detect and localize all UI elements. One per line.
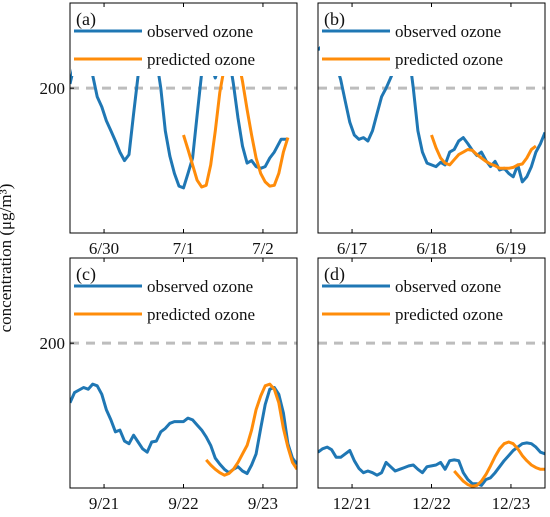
x-tick-label: 6/17 — [337, 239, 368, 258]
legend-box — [72, 269, 295, 331]
y-axis-label-text: concentration (μg/m³) — [0, 183, 15, 333]
x-tick-label: 7/1 — [173, 239, 195, 258]
legend-box — [320, 269, 543, 331]
x-tick-label: 12/21 — [333, 494, 372, 513]
x-tick-label: 12/23 — [492, 494, 531, 513]
predicted-ozone-line — [205, 382, 297, 477]
x-tick-label: 6/19 — [496, 239, 526, 258]
x-tick-label: 6/30 — [89, 239, 119, 258]
legend-label: predicted ozone — [147, 50, 255, 69]
legend: observed ozone predicted ozone — [72, 14, 295, 76]
legend-box — [72, 14, 295, 76]
observed-ozone-line — [70, 41, 288, 190]
legend-label: observed ozone — [395, 277, 501, 296]
panel-label: (d) — [324, 264, 345, 285]
panel-label: (b) — [324, 9, 345, 30]
legend-label: predicted ozone — [395, 305, 503, 324]
observed-ozone-line — [70, 382, 297, 475]
legend: observed ozone predicted ozone — [320, 269, 543, 331]
y-tick-label: 200 — [40, 79, 66, 98]
x-tick-label: 9/22 — [168, 494, 198, 513]
y-tick-label: 200 — [40, 334, 66, 353]
observed-ozone-line — [318, 441, 545, 487]
observed-ozone-line — [318, 44, 545, 184]
panel-d: 12/21 12/22 12/23 observed ozone predicted o… — [317, 257, 546, 513]
legend-label: predicted ozone — [395, 50, 503, 69]
predicted-ozone-line — [453, 440, 545, 488]
x-tick-label: 9/21 — [89, 494, 119, 513]
legend-label: observed ozone — [147, 277, 253, 296]
panel-c: 9/21 9/22 9/23 200 observed ozone predicted o… — [40, 257, 298, 513]
panel-b: 6/17 6/18 6/19 observed ozone predicted ozon… — [317, 2, 546, 258]
panel-label: (a) — [76, 9, 96, 30]
panel-label: (c) — [76, 264, 96, 285]
legend-label: observed ozone — [395, 22, 501, 41]
legend-label: observed ozone — [147, 22, 253, 41]
panel-a: 6/30 7/1 7/2 200 observed ozone predicted ozo… — [40, 2, 298, 258]
legend: observed ozone predicted ozone — [72, 269, 295, 331]
x-tick-label: 6/18 — [416, 239, 446, 258]
x-tick-label: 12/22 — [412, 494, 451, 513]
predicted-ozone-line — [430, 134, 537, 170]
x-tick-label: 7/2 — [252, 239, 274, 258]
x-tick-label: 9/23 — [248, 494, 278, 513]
legend-label: predicted ozone — [147, 305, 255, 324]
legend: observed ozone predicted ozone — [320, 14, 543, 76]
legend-box — [320, 14, 543, 76]
